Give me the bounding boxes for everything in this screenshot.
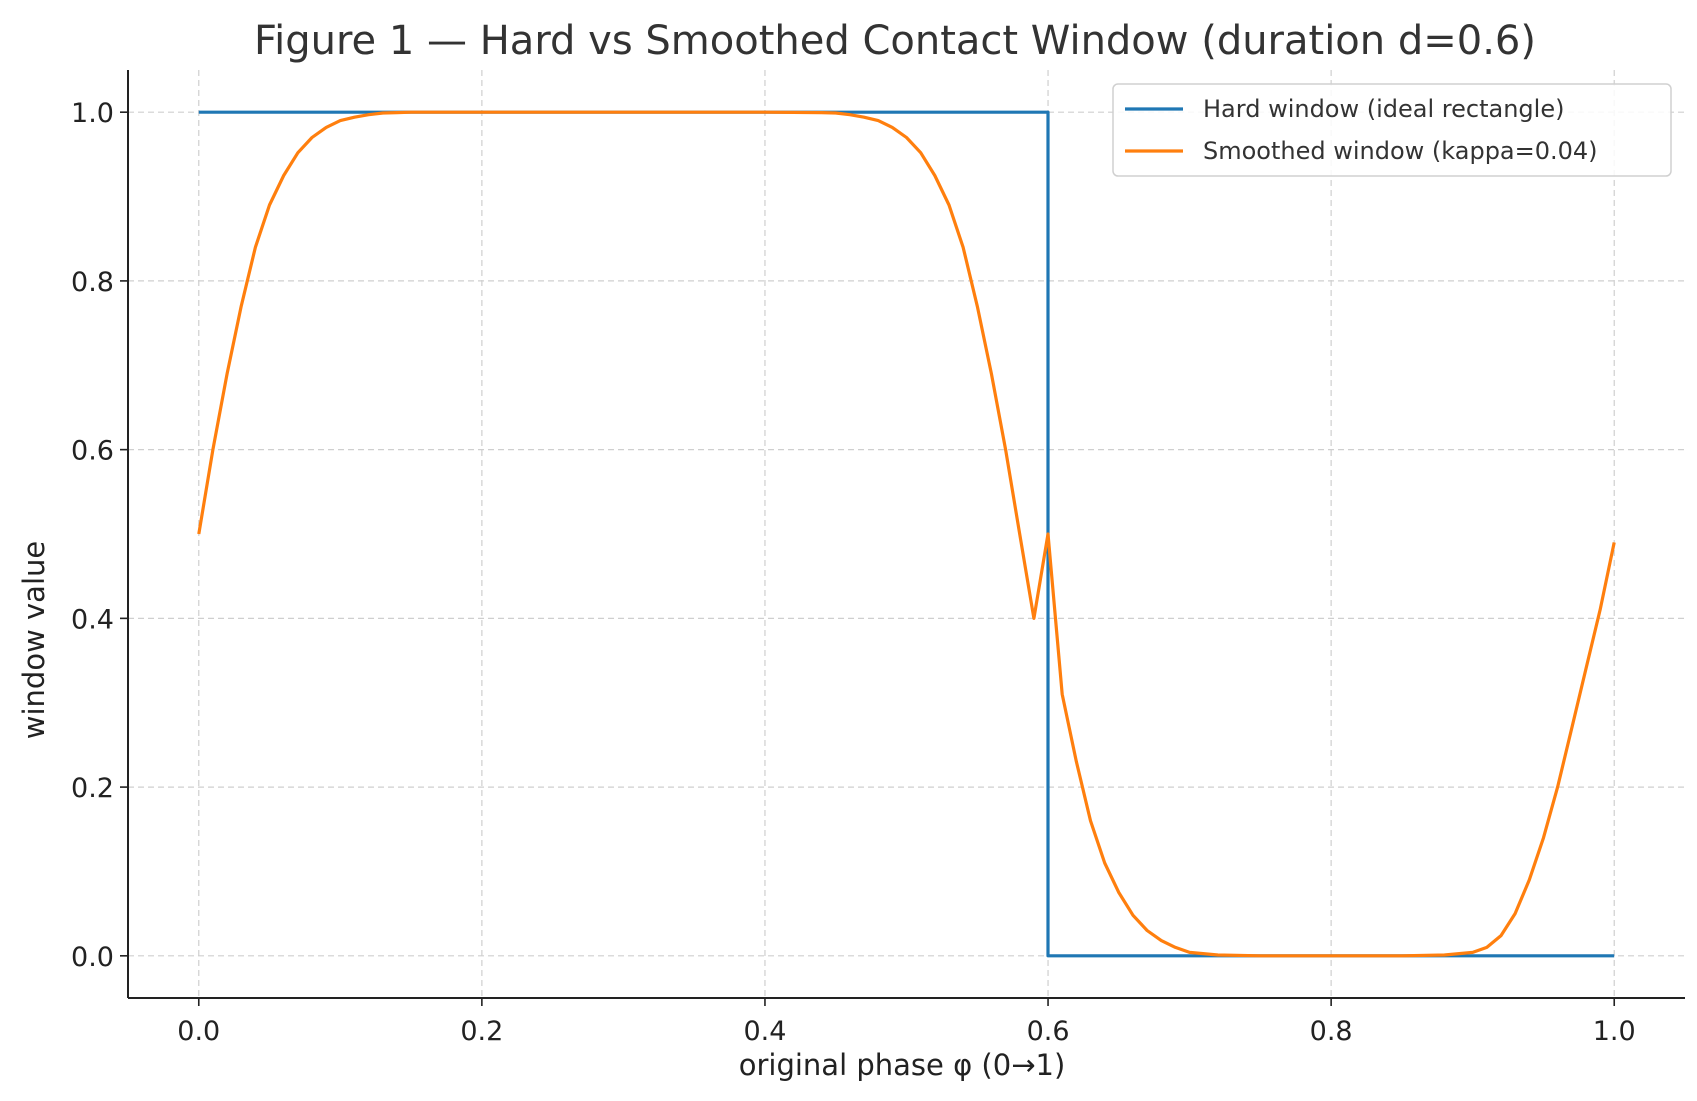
legend-label-1: Smoothed window (kappa=0.04): [1203, 137, 1598, 165]
x-tick-label-5: 1.0: [1593, 1016, 1636, 1047]
x-tick-label-4: 0.8: [1310, 1016, 1353, 1047]
legend: Hard window (ideal rectangle) Smoothed wi…: [1112, 83, 1672, 177]
y-tick-label-4: 0.8: [71, 267, 114, 298]
y-tick-label-5: 1.0: [71, 98, 114, 129]
legend-label-0: Hard window (ideal rectangle): [1203, 95, 1564, 123]
series-line-1: [197, 110, 1616, 958]
y-tick-label-3: 0.6: [71, 436, 114, 467]
x-axis-label: original phase φ (0→1): [739, 1048, 1066, 1082]
x-tick-label-3: 0.6: [1027, 1016, 1070, 1047]
x-tick-label-0: 0.0: [177, 1016, 220, 1047]
x-tick-label-1: 0.2: [460, 1016, 503, 1047]
grid-lines: [128, 70, 1685, 998]
legend-box: [1112, 83, 1672, 177]
axes: [127, 70, 1685, 999]
y-tick-label-0: 0.0: [71, 942, 114, 973]
y-axis-label: window value: [17, 541, 51, 739]
x-tick-label-2: 0.4: [743, 1016, 786, 1047]
series-line-0: [198, 110, 1615, 958]
y-tick-label-1: 0.2: [71, 773, 114, 804]
tick-labels: 0.0 0.2 0.4 0.6 0.8 1.0 0.0 0.2 0.4 0.6 0.8 1.0: [71, 98, 1636, 1047]
y-tick-label-2: 0.4: [71, 604, 114, 635]
chart-title: Figure 1 — Hard vs Smoothed Contact Wind…: [254, 18, 1536, 64]
series-layer: [197, 110, 1616, 958]
